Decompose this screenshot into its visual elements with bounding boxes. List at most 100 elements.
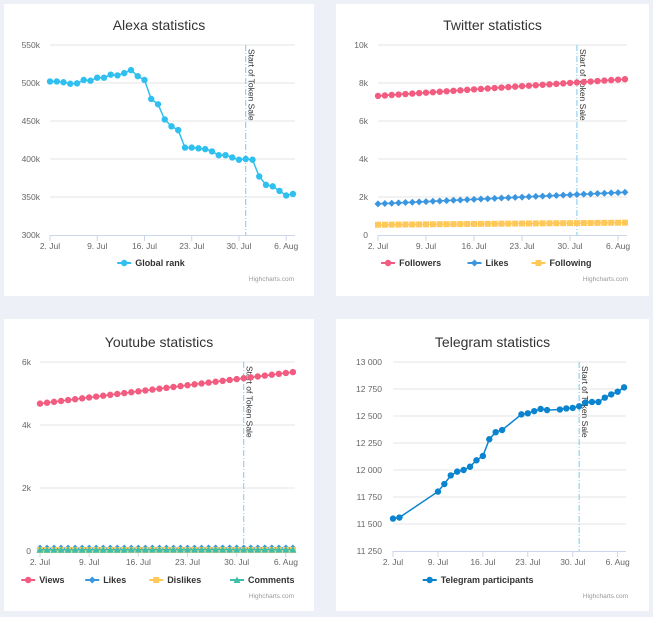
data-point <box>67 80 74 87</box>
chart-title: Alexa statistics <box>113 17 206 33</box>
data-point <box>525 193 533 201</box>
data-point <box>50 398 58 406</box>
x-tick-label: 16. Jul <box>132 241 157 251</box>
legend-item[interactable]: Dislikes <box>149 575 201 585</box>
y-tick-label: 2k <box>359 192 369 202</box>
data-point <box>556 406 564 413</box>
data-point <box>620 384 628 391</box>
data-point <box>198 380 205 387</box>
data-point <box>402 90 409 98</box>
data-point <box>518 82 526 90</box>
legend-item[interactable]: Likes <box>85 575 126 585</box>
x-tick-label: 16. Jul <box>462 241 487 251</box>
data-point <box>254 373 261 380</box>
y-tick-label: 400k <box>22 154 41 164</box>
legend-item[interactable]: Following <box>531 258 592 268</box>
data-point <box>582 399 589 406</box>
y-tick-label: 0 <box>363 230 368 240</box>
data-point <box>141 546 149 553</box>
highcharts-credit[interactable]: Highcharts.com <box>249 276 294 283</box>
y-tick-label: 300k <box>22 230 41 240</box>
highcharts-credit[interactable]: Highcharts.com <box>583 593 628 600</box>
x-tick-label: 16. Jul <box>470 557 495 567</box>
data-point <box>226 546 234 553</box>
data-point <box>553 80 560 88</box>
x-tick-label: 9. Jul <box>416 241 436 251</box>
highcharts-credit[interactable]: Highcharts.com <box>583 276 628 283</box>
series-views <box>36 368 297 407</box>
data-point <box>491 84 498 92</box>
data-point <box>262 181 270 189</box>
data-point <box>242 155 249 163</box>
legend-label: Following <box>550 258 592 268</box>
data-point <box>608 391 615 398</box>
data-point <box>470 86 478 93</box>
data-point <box>128 389 135 396</box>
data-point <box>498 84 505 91</box>
data-point <box>621 76 629 83</box>
legend-item[interactable]: Comments <box>230 575 295 585</box>
data-point <box>268 546 276 553</box>
data-point <box>470 195 478 203</box>
data-point <box>106 546 114 553</box>
data-point <box>156 385 163 392</box>
x-tick-label: 9. Jul <box>87 241 107 251</box>
data-point <box>127 546 135 553</box>
legend-item[interactable]: Global rank <box>117 258 186 268</box>
data-point <box>57 397 65 405</box>
data-point <box>531 407 538 415</box>
data-point <box>409 221 416 228</box>
data-point <box>519 220 526 227</box>
data-point <box>518 411 525 418</box>
data-point <box>463 196 471 204</box>
data-point <box>614 189 622 197</box>
data-point <box>567 220 574 227</box>
legend-item[interactable]: Views <box>21 575 65 585</box>
legend-marker <box>535 260 542 266</box>
data-point <box>191 381 198 388</box>
data-point <box>170 383 177 391</box>
data-point <box>484 195 492 203</box>
y-tick-label: 13 000 <box>356 357 382 367</box>
series-followers <box>374 76 629 100</box>
data-point <box>154 101 162 108</box>
data-point <box>457 87 464 94</box>
data-point <box>191 546 199 553</box>
data-point <box>505 83 512 91</box>
y-tick-label: 0 <box>26 546 31 556</box>
legend-marker <box>384 259 392 267</box>
data-point <box>388 221 395 228</box>
data-point <box>85 546 93 553</box>
data-point <box>560 80 567 87</box>
data-point <box>498 426 506 434</box>
data-point <box>594 77 601 85</box>
data-point <box>142 387 149 394</box>
y-tick-label: 10k <box>354 40 368 50</box>
data-point <box>184 546 192 553</box>
legend-marker <box>426 576 433 584</box>
data-point <box>46 78 54 85</box>
data-point <box>587 190 595 198</box>
y-tick-label: 12 750 <box>356 384 382 394</box>
data-point <box>381 200 389 208</box>
highcharts-credit[interactable]: Highcharts.com <box>249 593 294 600</box>
x-tick-label: 30. Jul <box>558 241 583 251</box>
data-point <box>580 219 587 226</box>
legend-item[interactable]: Followers <box>381 258 441 268</box>
data-point <box>268 371 276 378</box>
data-point <box>566 79 574 87</box>
data-point <box>569 404 576 412</box>
data-point <box>240 546 248 553</box>
data-point <box>537 405 544 413</box>
data-point <box>580 190 588 198</box>
data-point <box>161 116 168 123</box>
data-point <box>73 80 81 87</box>
data-point <box>388 91 395 99</box>
data-point <box>283 192 290 199</box>
data-point <box>422 89 430 96</box>
data-point <box>36 546 44 553</box>
legend-item[interactable]: Likes <box>467 258 509 268</box>
legend-item[interactable]: Telegram participants <box>422 575 534 585</box>
data-point <box>402 221 409 228</box>
data-point <box>532 82 539 89</box>
